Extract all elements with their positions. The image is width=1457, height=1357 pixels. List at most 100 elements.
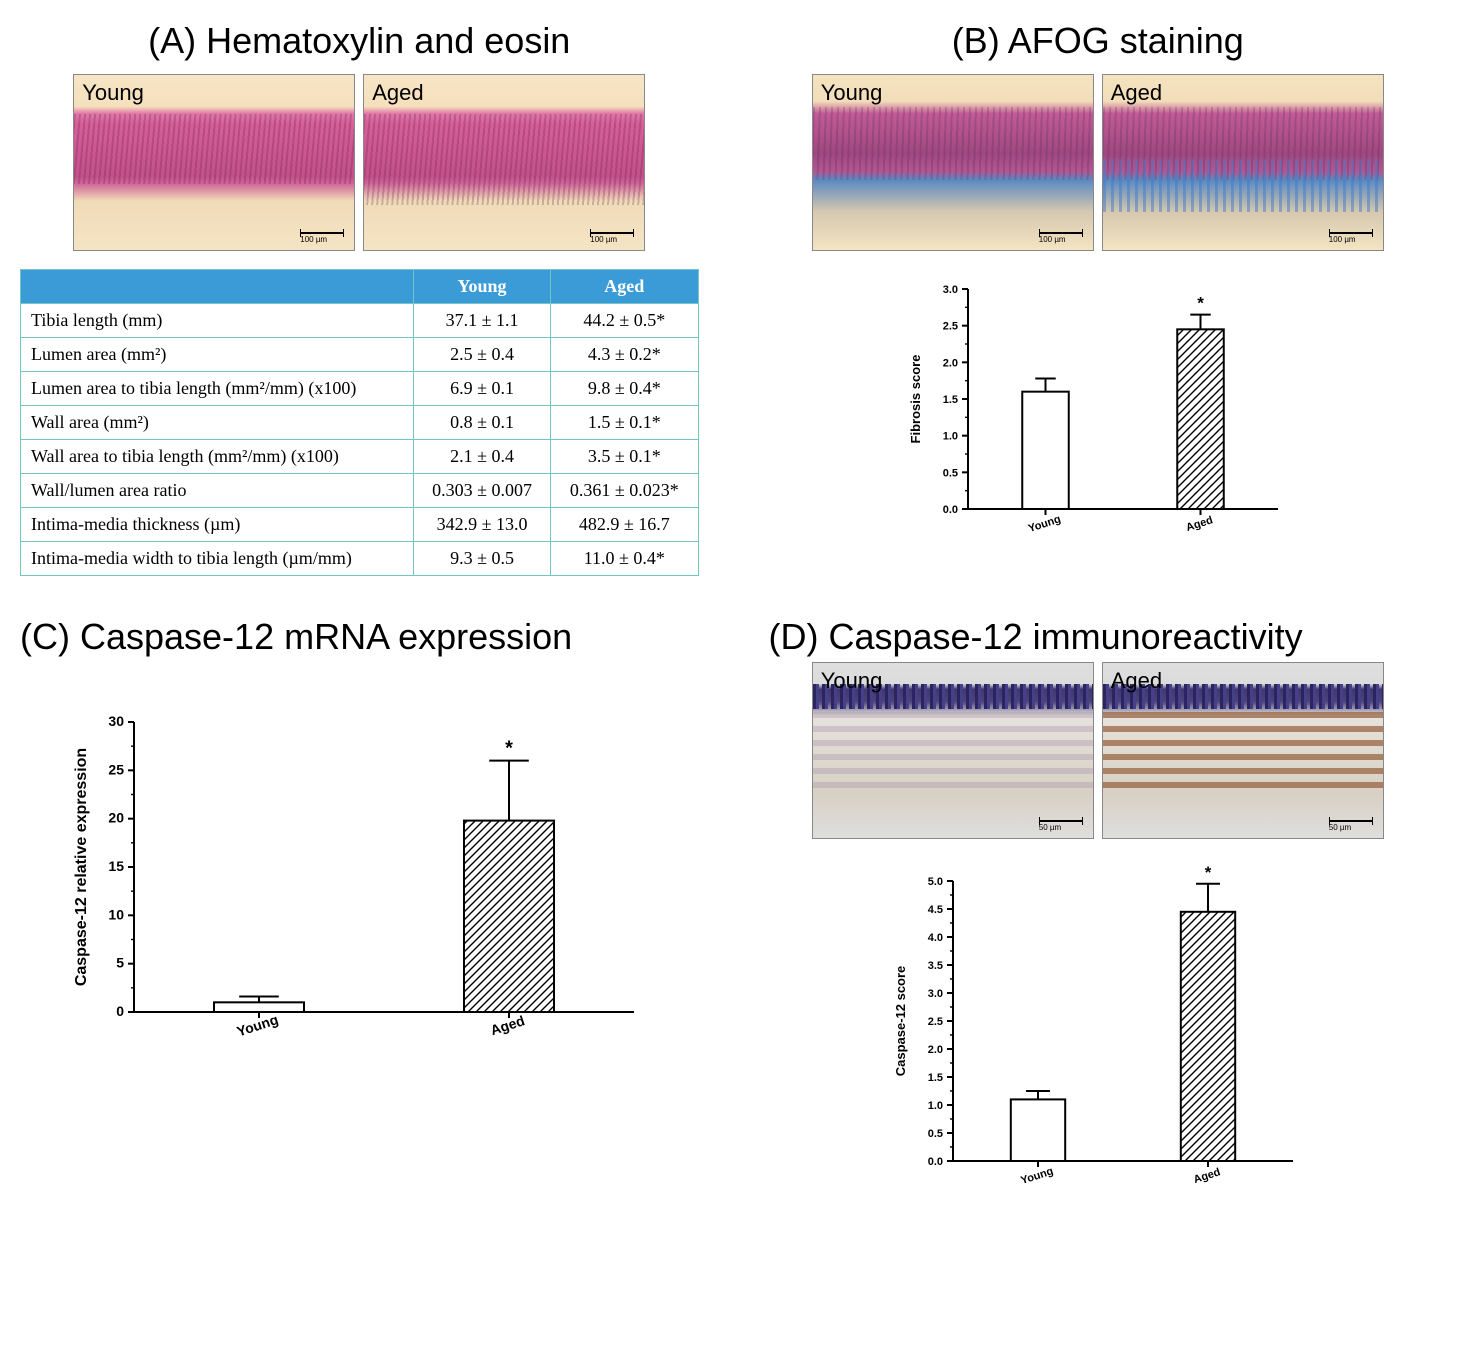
- table-row: Wall/lumen area ratio0.303 ± 0.0070.361 …: [21, 474, 699, 508]
- histology-label: Aged: [1111, 668, 1162, 694]
- svg-text:*: *: [505, 738, 513, 760]
- svg-text:Aged: Aged: [1192, 1166, 1222, 1186]
- svg-text:1.0: 1.0: [942, 431, 957, 443]
- table-row: Intima-media thickness (µm)342.9 ± 13.04…: [21, 508, 699, 542]
- histology-label: Aged: [372, 80, 423, 106]
- mrna-chart-wrap: 0 5 10 15 20 25 30 Caspase-12 relative expressi…: [20, 698, 699, 1058]
- svg-text:Young: Young: [1019, 1165, 1054, 1187]
- table-cell: 0.8 ± 0.1: [413, 406, 550, 440]
- svg-text:3.5: 3.5: [927, 960, 942, 972]
- svg-text:3.0: 3.0: [942, 284, 957, 296]
- svg-text:*: *: [1197, 294, 1204, 313]
- ihc-chart: 0.00.51.01.52.02.53.03.54.04.55.0Caspase…: [889, 857, 1307, 1207]
- table-row: Intima-media width to tibia length (µm/m…: [21, 542, 699, 576]
- histology-a-aged: Aged 100 µm: [363, 74, 645, 251]
- svg-text:25: 25: [109, 761, 125, 777]
- figure-grid: (A) Hematoxylin and eosin Young 100 µm A…: [20, 20, 1437, 1207]
- svg-text:*: *: [1204, 863, 1211, 882]
- table-cell: 11.0 ± 0.4*: [551, 542, 698, 576]
- table-cell: Lumen area (mm²): [21, 338, 414, 372]
- panel-a-image-pair: Young 100 µm Aged 100 µm: [20, 74, 699, 251]
- panel-a-title: (A) Hematoxylin and eosin: [20, 20, 699, 62]
- table-row: Lumen area to tibia length (mm²/mm) (x10…: [21, 372, 699, 406]
- table-cell: Lumen area to tibia length (mm²/mm) (x10…: [21, 372, 414, 406]
- table-cell: 2.5 ± 0.4: [413, 338, 550, 372]
- svg-text:10: 10: [109, 906, 125, 922]
- svg-text:3.0: 3.0: [927, 988, 942, 1000]
- table-cell: 4.3 ± 0.2*: [551, 338, 698, 372]
- scalebar: 50 µm: [1329, 820, 1373, 832]
- fibrosis-chart: 0.0 0.5 1.0 1.5 2.0 2.5 3.0 Fibrosis score Young…: [904, 265, 1292, 555]
- fibrosis-chart-wrap: 0.0 0.5 1.0 1.5 2.0 2.5 3.0 Fibrosis score Young…: [759, 265, 1438, 555]
- histology-b-aged: Aged 100 µm: [1102, 74, 1384, 251]
- svg-text:1.0: 1.0: [927, 1100, 942, 1112]
- histology-label: Young: [821, 80, 883, 106]
- svg-text:Young: Young: [235, 1011, 280, 1039]
- svg-text:1.5: 1.5: [927, 1072, 942, 1084]
- svg-text:4.0: 4.0: [927, 932, 942, 944]
- morphometry-table: YoungAged Tibia length (mm)37.1 ± 1.144.…: [20, 269, 699, 576]
- table-cell: Wall/lumen area ratio: [21, 474, 414, 508]
- svg-text:4.5: 4.5: [927, 904, 942, 916]
- histology-a-young: Young 100 µm: [73, 74, 355, 251]
- table-cell: 0.303 ± 0.007: [413, 474, 550, 508]
- svg-text:5.0: 5.0: [927, 876, 942, 888]
- panel-d-title: (D) Caspase-12 immunoreactivity: [759, 616, 1438, 658]
- table-cell: Tibia length (mm): [21, 304, 414, 338]
- table-cell: 0.361 ± 0.023*: [551, 474, 698, 508]
- panel-d: (D) Caspase-12 immunoreactivity Young 50…: [759, 616, 1438, 1207]
- svg-text:0.0: 0.0: [927, 1156, 942, 1168]
- scalebar: 50 µm: [1039, 820, 1083, 832]
- svg-text:Caspase-12 relative expression: Caspase-12 relative expression: [73, 748, 90, 986]
- svg-text:2.5: 2.5: [927, 1016, 942, 1028]
- svg-text:2.0: 2.0: [942, 357, 957, 369]
- histology-label: Young: [821, 668, 883, 694]
- svg-text:Aged: Aged: [489, 1012, 527, 1038]
- table-cell: 2.1 ± 0.4: [413, 440, 550, 474]
- svg-text:0.5: 0.5: [942, 467, 957, 479]
- svg-text:20: 20: [109, 810, 125, 826]
- scalebar: 100 µm: [300, 232, 344, 244]
- table-cell: 44.2 ± 0.5*: [551, 304, 698, 338]
- svg-text:Caspase-12 score: Caspase-12 score: [893, 966, 908, 1077]
- svg-text:0.5: 0.5: [927, 1128, 942, 1140]
- panel-b: (B) AFOG staining Young 100 µm Aged 100 …: [759, 20, 1438, 576]
- svg-text:Aged: Aged: [1184, 514, 1214, 534]
- scalebar: 100 µm: [1039, 232, 1083, 244]
- histology-label: Young: [82, 80, 144, 106]
- table-cell: 9.3 ± 0.5: [413, 542, 550, 576]
- table-cell: 482.9 ± 16.7: [551, 508, 698, 542]
- svg-text:1.5: 1.5: [942, 394, 957, 406]
- svg-text:0.0: 0.0: [942, 504, 957, 516]
- svg-text:15: 15: [109, 858, 125, 874]
- table-row: Wall area to tibia length (mm²/mm) (x100…: [21, 440, 699, 474]
- panel-c-title: (C) Caspase-12 mRNA expression: [20, 616, 699, 658]
- panel-b-image-pair: Young 100 µm Aged 100 µm: [759, 74, 1438, 251]
- table-cell: Intima-media width to tibia length (µm/m…: [21, 542, 414, 576]
- table-cell: Wall area to tibia length (mm²/mm) (x100…: [21, 440, 414, 474]
- histology-b-young: Young 100 µm: [812, 74, 1094, 251]
- svg-text:Fibrosis score: Fibrosis score: [908, 355, 923, 444]
- scalebar: 100 µm: [1329, 232, 1373, 244]
- table-cell: 9.8 ± 0.4*: [551, 372, 698, 406]
- table-cell: 37.1 ± 1.1: [413, 304, 550, 338]
- svg-text:2.5: 2.5: [942, 321, 957, 333]
- svg-text:0: 0: [116, 1003, 124, 1019]
- table-cell: Wall area (mm²): [21, 406, 414, 440]
- panel-a: (A) Hematoxylin and eosin Young 100 µm A…: [20, 20, 699, 576]
- svg-text:5: 5: [116, 955, 124, 971]
- table-cell: 342.9 ± 13.0: [413, 508, 550, 542]
- table-header: Aged: [551, 270, 698, 304]
- table-cell: 3.5 ± 0.1*: [551, 440, 698, 474]
- svg-text:Young: Young: [1027, 513, 1062, 535]
- panel-d-image-pair: Young 50 µm Aged 50 µm: [759, 662, 1438, 839]
- panel-b-title: (B) AFOG staining: [759, 20, 1438, 62]
- panel-c: (C) Caspase-12 mRNA expression 0 5 10 15 20 2…: [20, 616, 699, 1207]
- table-row: Tibia length (mm)37.1 ± 1.144.2 ± 0.5*: [21, 304, 699, 338]
- table-row: Lumen area (mm²)2.5 ± 0.44.3 ± 0.2*: [21, 338, 699, 372]
- histology-d-young: Young 50 µm: [812, 662, 1094, 839]
- table-cell: Intima-media thickness (µm): [21, 508, 414, 542]
- table-header: Young: [413, 270, 550, 304]
- svg-text:30: 30: [109, 713, 125, 729]
- table-header: [21, 270, 414, 304]
